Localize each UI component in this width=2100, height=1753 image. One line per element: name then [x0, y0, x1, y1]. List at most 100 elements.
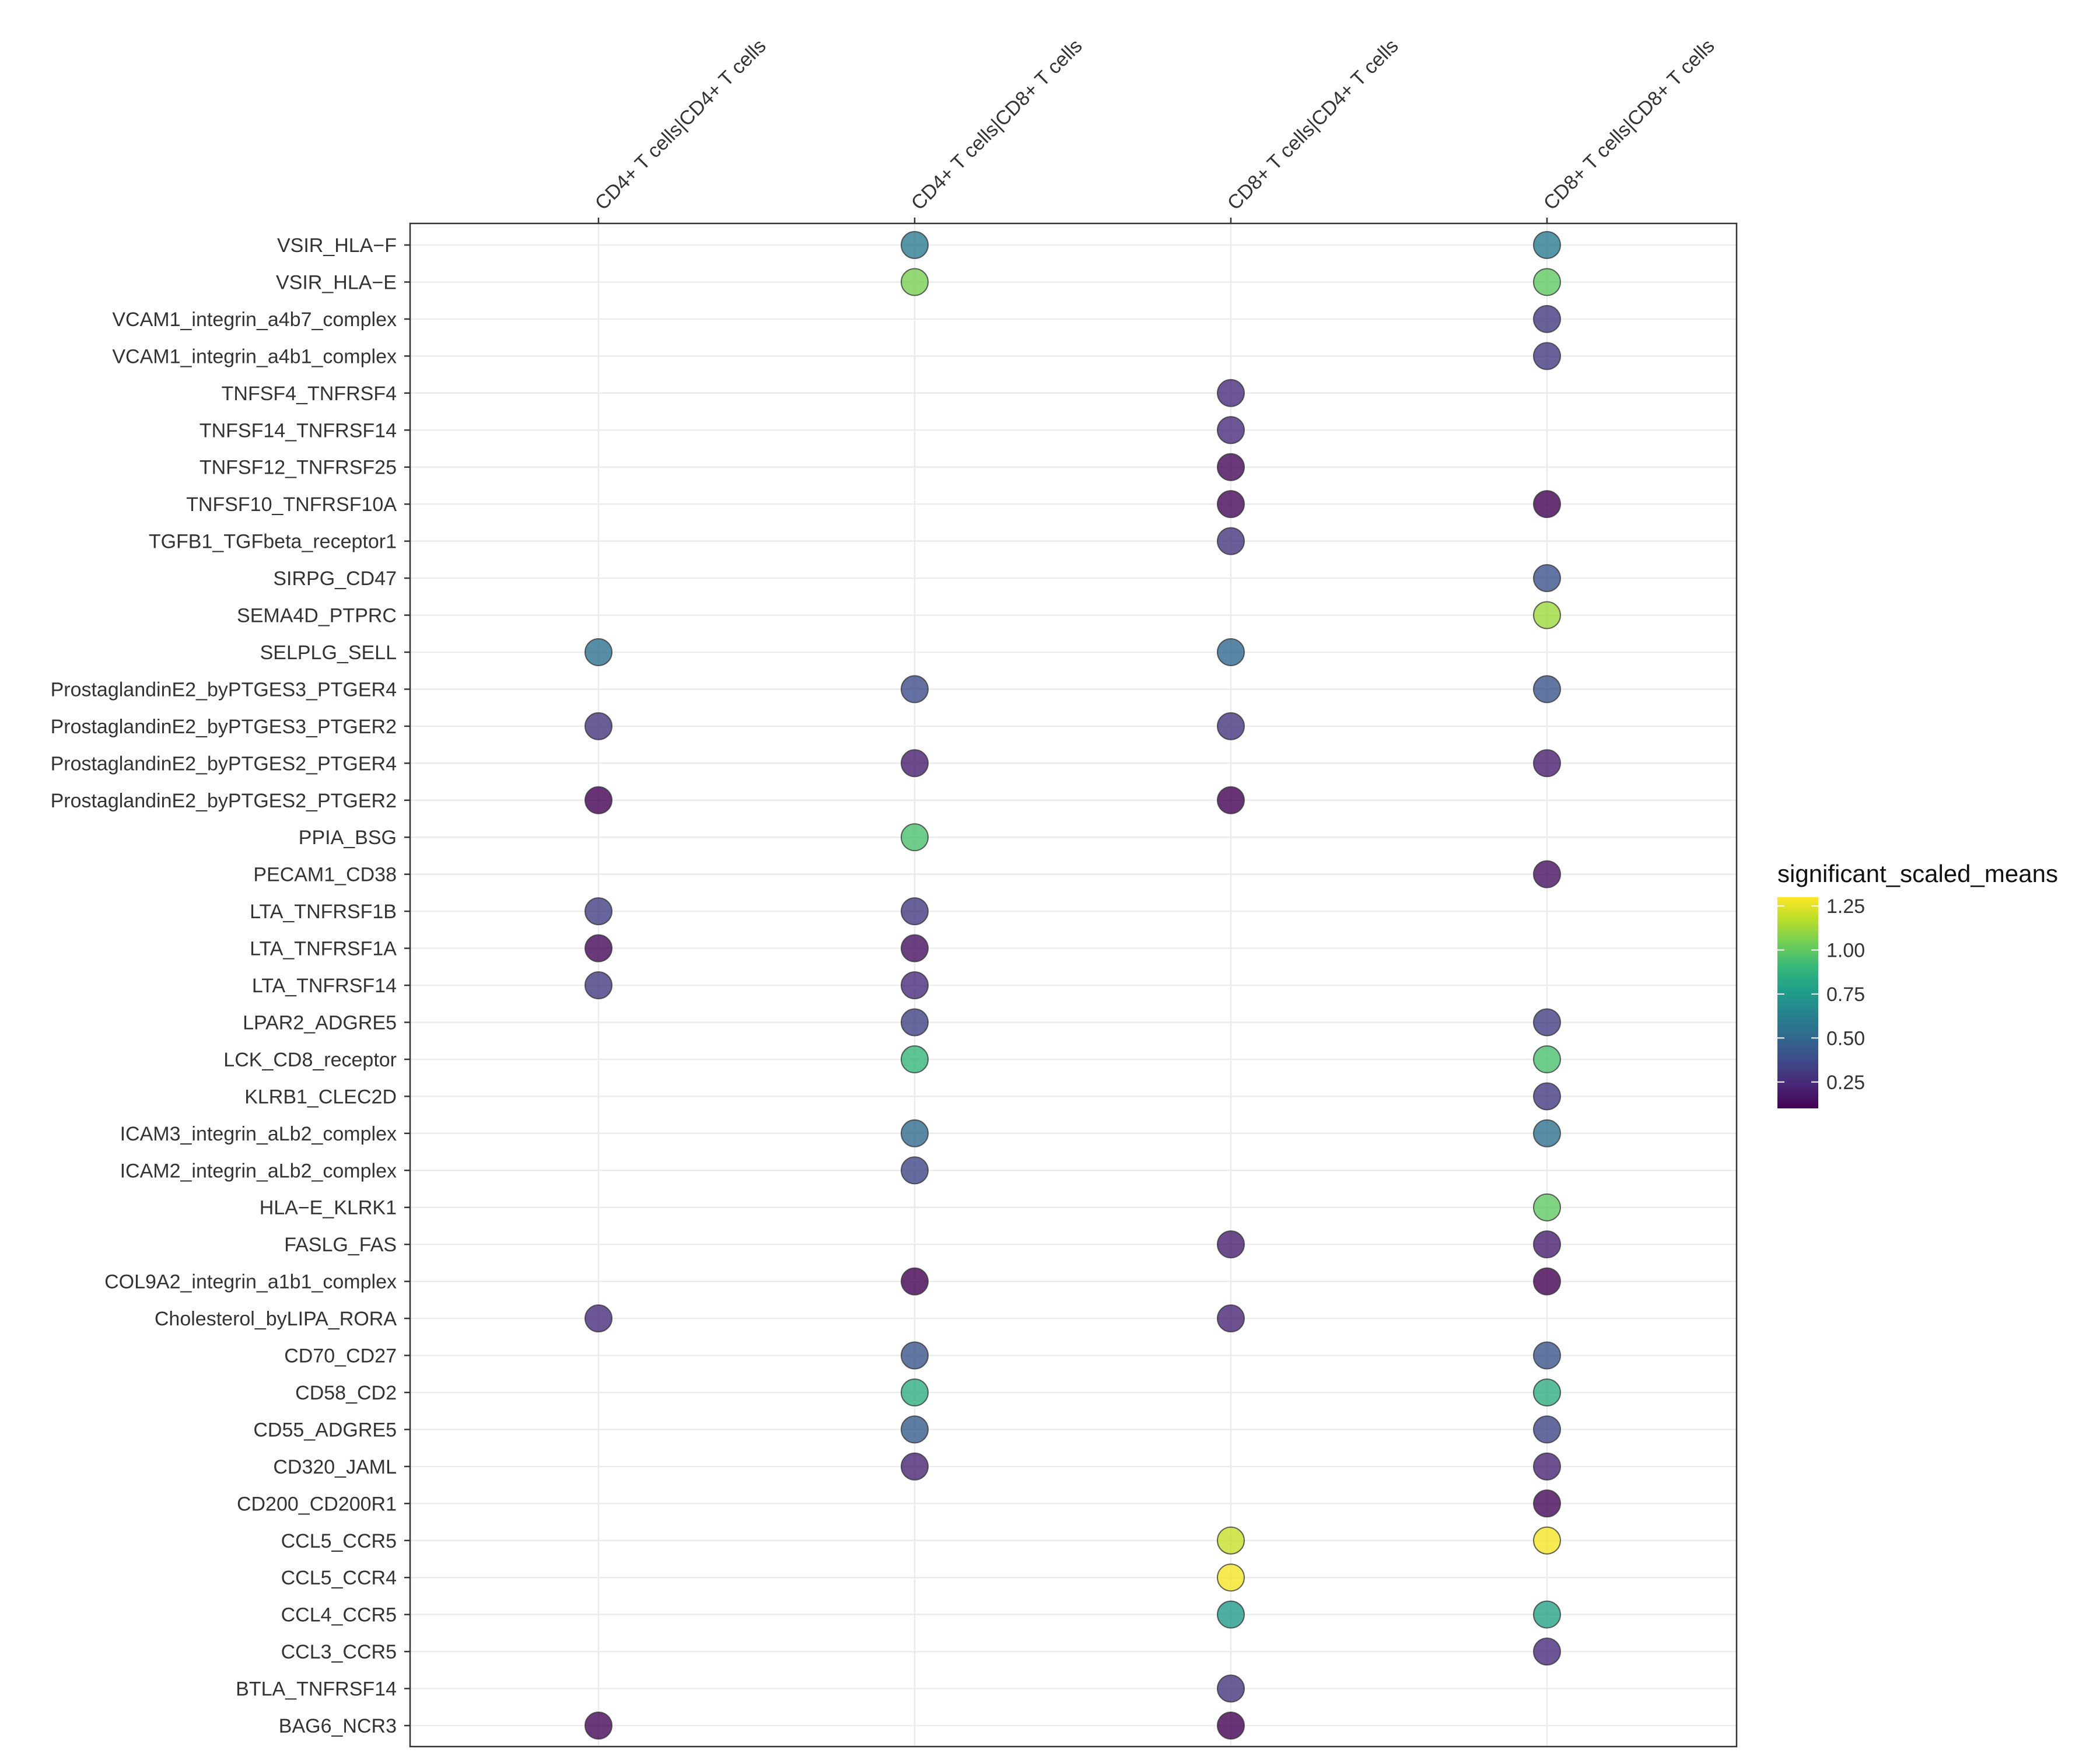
data-point: [584, 934, 612, 963]
data-point: [901, 934, 929, 963]
y-tick-label: ProstaglandinE2_byPTGES3_PTGER2: [51, 716, 397, 738]
y-tick-label: ProstaglandinE2_byPTGES3_PTGER4: [51, 678, 397, 701]
data-point: [901, 1267, 929, 1296]
y-tick-label: SEMA4D_PTPRC: [237, 605, 397, 627]
legend-tick-label: 0.75: [1826, 984, 1865, 1006]
data-point: [901, 749, 929, 778]
data-point: [1533, 1119, 1561, 1147]
y-tick-label: LPAR2_ADGRE5: [243, 1012, 397, 1034]
data-point: [901, 675, 929, 704]
data-point: [1217, 712, 1245, 740]
data-point: [1533, 1637, 1561, 1666]
y-tick-label: LTA_TNFRSF1A: [250, 938, 397, 960]
data-point: [1533, 1415, 1561, 1444]
data-point: [1533, 1600, 1561, 1629]
x-tick-label: CD4+ T cells|CD8+ T cells: [907, 35, 1087, 215]
legend-tick-label: 0.25: [1826, 1072, 1865, 1094]
data-point: [1217, 1600, 1245, 1629]
x-tick-label: CD8+ T cells|CD8+ T cells: [1539, 35, 1719, 215]
data-point: [1217, 1563, 1245, 1592]
data-point: [1533, 1008, 1561, 1037]
y-tick-label: VCAM1_integrin_a4b7_complex: [112, 309, 397, 331]
x-axis-labels: CD4+ T cells|CD4+ T cells CD4+ T cells|CD…: [591, 35, 1719, 223]
y-tick-label: ProstaglandinE2_byPTGES2_PTGER2: [51, 790, 397, 812]
data-point: [1533, 305, 1561, 333]
data-point: [901, 971, 929, 999]
data-point: [901, 1378, 929, 1406]
data-point: [1533, 1045, 1561, 1073]
y-tick-label: LTA_TNFRSF14: [252, 975, 397, 997]
y-tick-label: CCL5_CCR5: [281, 1530, 397, 1552]
data-point: [1533, 1452, 1561, 1481]
y-tick-label: VSIR_HLA−E: [276, 271, 397, 293]
data-point: [1533, 1378, 1561, 1406]
data-point: [1533, 601, 1561, 629]
y-tick-label: CCL3_CCR5: [281, 1641, 397, 1663]
data-point: [1217, 786, 1245, 814]
y-tick-label: CD58_CD2: [295, 1382, 397, 1404]
data-point: [1217, 1674, 1245, 1703]
data-point: [901, 1119, 929, 1147]
data-points: [584, 231, 1561, 1740]
y-tick-label: HLA−E_KLRK1: [260, 1197, 397, 1219]
y-tick-label: KLRB1_CLEC2D: [244, 1086, 397, 1108]
legend-tick-label: 1.00: [1826, 940, 1865, 962]
y-tick-label: ICAM2_integrin_aLb2_complex: [120, 1160, 397, 1182]
data-point: [1533, 1193, 1561, 1222]
data-point: [584, 897, 612, 926]
data-point: [1217, 1526, 1245, 1555]
y-tick-label: CD70_CD27: [284, 1345, 397, 1367]
legend-tick-label: 1.25: [1826, 895, 1865, 918]
data-point: [901, 823, 929, 852]
y-tick-label: BAG6_NCR3: [279, 1715, 397, 1737]
y-tick-label: ICAM3_integrin_aLb2_complex: [120, 1123, 397, 1145]
data-point: [1217, 527, 1245, 555]
y-tick-label: LCK_CD8_receptor: [223, 1049, 397, 1071]
data-point: [1533, 268, 1561, 296]
data-point: [901, 897, 929, 926]
data-point: [584, 1712, 612, 1740]
data-point: [584, 638, 612, 666]
data-point: [1217, 490, 1245, 519]
data-point: [1533, 342, 1561, 370]
y-tick-label: TGFB1_TGFbeta_receptor1: [149, 531, 397, 553]
data-point: [1533, 1526, 1561, 1555]
data-point: [901, 1341, 929, 1370]
data-point: [901, 1045, 929, 1073]
y-tick-label: FASLG_FAS: [284, 1234, 397, 1256]
data-point: [584, 712, 612, 740]
data-point: [1533, 564, 1561, 593]
legend-title: significant_scaled_means: [1777, 860, 2058, 887]
data-point: [901, 1415, 929, 1444]
y-tick-label: PECAM1_CD38: [253, 864, 397, 886]
data-point: [1533, 490, 1561, 519]
y-tick-label: TNFSF4_TNFRSF4: [222, 383, 397, 405]
y-tick-label: CCL5_CCR4: [281, 1567, 397, 1589]
y-tick-label: TNFSF14_TNFRSF14: [200, 419, 397, 442]
y-tick-label: CD200_CD200R1: [237, 1493, 397, 1515]
y-tick-label: LTA_TNFRSF1B: [250, 901, 397, 923]
data-point: [1533, 1082, 1561, 1111]
data-point: [584, 786, 612, 814]
y-tick-label: CCL4_CCR5: [281, 1604, 397, 1626]
data-point: [1217, 1230, 1245, 1259]
legend-tick-label: 0.50: [1826, 1027, 1865, 1049]
y-tick-label: ProstaglandinE2_byPTGES2_PTGER4: [51, 753, 397, 775]
data-point: [901, 1008, 929, 1037]
y-tick-label: TNFSF12_TNFRSF25: [200, 457, 397, 479]
data-point: [901, 231, 929, 259]
data-point: [901, 268, 929, 296]
y-tick-label: COL9A2_integrin_a1b1_complex: [104, 1271, 397, 1293]
data-point: [1217, 379, 1245, 407]
y-tick-label: SELPLG_SELL: [260, 642, 397, 664]
data-point: [1533, 1267, 1561, 1296]
data-point: [1217, 416, 1245, 445]
data-point: [1533, 1341, 1561, 1370]
data-point: [901, 1452, 929, 1481]
data-point: [1533, 749, 1561, 778]
y-axis-labels: VSIR_HLA−F VSIR_HLA−E VCAM1_integrin_a4b7_…: [51, 235, 410, 1737]
legend-colorbar: [1777, 897, 1818, 1108]
data-point: [1533, 860, 1561, 888]
